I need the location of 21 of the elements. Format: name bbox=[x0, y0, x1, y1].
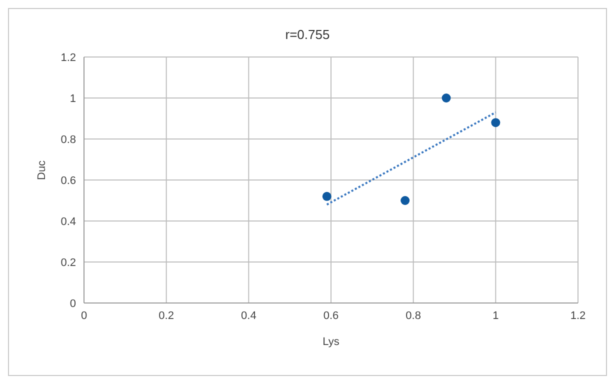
x-tick-label: 1 bbox=[492, 310, 499, 322]
point bbox=[400, 196, 410, 205]
x-tick-label: 0 bbox=[80, 310, 88, 322]
chart-title: r=0.755 bbox=[284, 27, 331, 42]
x-axis-title: Lys bbox=[322, 336, 340, 348]
point bbox=[442, 94, 451, 102]
x-tick-label: 0.4 bbox=[241, 310, 256, 322]
x-tick-label: 1.2 bbox=[570, 310, 586, 322]
x-tick-label: 0.6 bbox=[323, 310, 339, 322]
y-axis-title: Duc bbox=[36, 160, 48, 180]
y-tick-label: 0.6 bbox=[60, 174, 76, 187]
x-tick-label: 0.2 bbox=[158, 310, 174, 322]
y-tick-label: 0.4 bbox=[60, 216, 76, 228]
x-tick-label: 0.8 bbox=[406, 310, 421, 322]
y-tick-label: 0.2 bbox=[60, 256, 76, 269]
point bbox=[322, 192, 332, 201]
point bbox=[491, 118, 500, 128]
y-tick-label: 1.2 bbox=[60, 52, 76, 64]
y-tick-label: 0.8 bbox=[60, 134, 76, 146]
y-tick-label: 1 bbox=[70, 92, 76, 105]
y-tick-label: 0 bbox=[70, 298, 76, 310]
